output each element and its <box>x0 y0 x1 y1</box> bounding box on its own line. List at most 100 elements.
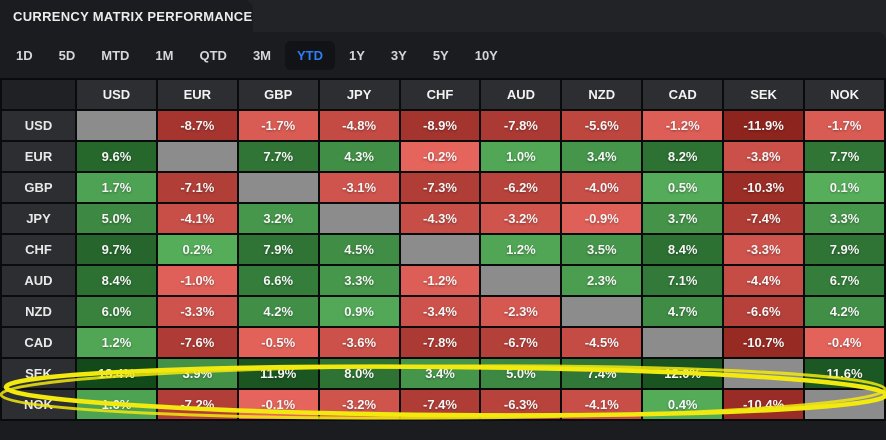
cell-nzd-jpy: 0.9% <box>317 295 401 328</box>
cell-aud-cad: 7.1% <box>641 264 725 297</box>
cell-gbp-jpy: -3.1% <box>317 171 401 204</box>
col-header-aud: AUD <box>479 78 563 111</box>
cell-gbp-sek: -10.3% <box>722 171 806 204</box>
cell-chf-cad: 8.4% <box>641 233 725 266</box>
row-header-chf: CHF <box>0 233 77 266</box>
cell-eur-gbp: 7.7% <box>236 140 320 173</box>
cell-aud-usd: 8.4% <box>75 264 158 297</box>
cell-nzd-chf: -3.4% <box>398 295 482 328</box>
tab-1y[interactable]: 1Y <box>349 47 365 63</box>
cell-nok-aud: -6.3% <box>479 388 563 421</box>
col-header-chf: CHF <box>398 78 482 111</box>
cell-aud-aud <box>479 264 563 297</box>
tab-5d[interactable]: 5D <box>58 47 76 63</box>
matrix-row-jpy: JPY 5.0% -4.1% 3.2% -4.3% -3.2% -0.9% 3.7% -7.4%… <box>0 202 886 235</box>
cell-chf-nzd: 3.5% <box>560 233 644 266</box>
cell-gbp-gbp <box>236 171 320 204</box>
cell-aud-gbp: 6.6% <box>236 264 320 297</box>
matrix-row-eur: EUR 9.6% 7.7% 4.3% -0.2% 1.0% 3.4% 8.2% -3.8% 7.7… <box>0 140 886 173</box>
widget-title-tab: CURRENCY MATRIX PERFORMANCE <box>0 0 253 32</box>
cell-eur-aud: 1.0% <box>479 140 563 173</box>
cell-jpy-chf: -4.3% <box>398 202 482 235</box>
cell-jpy-usd: 5.0% <box>75 202 158 235</box>
cell-sek-aud: 5.0% <box>479 357 563 390</box>
tab-3y[interactable]: 3Y <box>390 47 407 63</box>
cell-eur-jpy: 4.3% <box>317 140 401 173</box>
cell-cad-jpy: -3.6% <box>317 326 401 359</box>
cell-nzd-sek: -6.6% <box>722 295 806 328</box>
matrix-row-nok: NOK 1.6% -7.2% -0.1% -3.2% -7.4% -6.3% -4.1% 0.4… <box>0 388 886 421</box>
matrix-row-chf: CHF 9.7% 0.2% 7.9% 4.5% 1.2% 3.5% 8.4% -3.3% 7.9% <box>0 233 886 266</box>
cell-jpy-cad: 3.7% <box>641 202 725 235</box>
cell-aud-chf: -1.2% <box>398 264 482 297</box>
tab-mtd[interactable]: MTD <box>101 47 130 63</box>
cell-nzd-aud: -2.3% <box>479 295 563 328</box>
cell-jpy-jpy <box>317 202 401 235</box>
row-header-eur: EUR <box>0 140 77 173</box>
cell-cad-nzd: -4.5% <box>560 326 644 359</box>
cell-chf-chf <box>398 233 482 266</box>
cell-nok-jpy: -3.2% <box>317 388 401 421</box>
cell-cad-eur: -7.6% <box>155 326 239 359</box>
matrix-header-row: USD EUR GBP JPY CHF AUD NZD CAD SEK NOK <box>0 78 886 111</box>
cell-eur-eur <box>155 140 239 173</box>
cell-chf-gbp: 7.9% <box>236 233 320 266</box>
cell-aud-sek: -4.4% <box>722 264 806 297</box>
cell-eur-nzd: 3.4% <box>560 140 644 173</box>
row-header-nok: NOK <box>0 388 77 421</box>
col-header-eur: EUR <box>155 78 239 111</box>
matrix-row-aud: AUD 8.4% -1.0% 6.6% 3.3% -1.2% 2.3% 7.1% -4.4% 6.… <box>0 264 886 297</box>
cell-chf-sek: -3.3% <box>722 233 806 266</box>
matrix-corner-cell <box>0 78 77 111</box>
cell-gbp-eur: -7.1% <box>155 171 239 204</box>
cell-cad-chf: -7.8% <box>398 326 482 359</box>
tab-1m[interactable]: 1M <box>155 47 174 63</box>
col-header-jpy: JPY <box>317 78 401 111</box>
tab-1d[interactable]: 1D <box>16 47 33 63</box>
cell-gbp-aud: -6.2% <box>479 171 563 204</box>
cell-cad-aud: -6.7% <box>479 326 563 359</box>
col-header-sek: SEK <box>722 78 806 111</box>
cell-gbp-nok: 0.1% <box>803 171 886 204</box>
cell-sek-usd: 13.4% <box>75 357 158 390</box>
cell-usd-cad: -1.2% <box>641 109 725 142</box>
cell-sek-nok: 11.6% <box>803 357 886 390</box>
col-header-usd: USD <box>75 78 158 111</box>
cell-jpy-aud: -3.2% <box>479 202 563 235</box>
tab-ytd[interactable]: YTD <box>285 40 335 70</box>
cell-gbp-usd: 1.7% <box>75 171 158 204</box>
cell-chf-aud: 1.2% <box>479 233 563 266</box>
matrix-row-cad: CAD 1.2% -7.6% -0.5% -3.6% -7.8% -6.7% -4.5% -10… <box>0 326 886 359</box>
tab-10y[interactable]: 10Y <box>474 47 498 63</box>
cell-chf-nok: 7.9% <box>803 233 886 266</box>
cell-sek-sek <box>722 357 806 390</box>
cell-usd-chf: -8.9% <box>398 109 482 142</box>
cell-gbp-nzd: -4.0% <box>560 171 644 204</box>
cell-nok-cad: 0.4% <box>641 388 725 421</box>
cell-eur-sek: -3.8% <box>722 140 806 173</box>
cell-cad-sek: -10.7% <box>722 326 806 359</box>
cell-nzd-usd: 6.0% <box>75 295 158 328</box>
cell-eur-usd: 9.6% <box>75 140 158 173</box>
tab-qtd[interactable]: QTD <box>199 47 227 63</box>
cell-nzd-eur: -3.3% <box>155 295 239 328</box>
tab-5y[interactable]: 5Y <box>432 47 449 63</box>
matrix-row-sek-highlighted: SEK 13.4% 3.9% 11.9% 8.0% 3.4% 5.0% 7.4% 12.0% 11… <box>0 357 886 390</box>
cell-jpy-nok: 3.3% <box>803 202 886 235</box>
cell-gbp-chf: -7.3% <box>398 171 482 204</box>
cell-nok-chf: -7.4% <box>398 388 482 421</box>
tab-3m[interactable]: 3M <box>252 47 271 63</box>
cell-aud-eur: -1.0% <box>155 264 239 297</box>
cell-cad-cad <box>641 326 725 359</box>
cell-cad-gbp: -0.5% <box>236 326 320 359</box>
matrix-row-nzd: NZD 6.0% -3.3% 4.2% 0.9% -3.4% -2.3% 4.7% -6.6% 4… <box>0 295 886 328</box>
cell-usd-nok: -1.7% <box>803 109 886 142</box>
cell-jpy-gbp: 3.2% <box>236 202 320 235</box>
col-header-nzd: NZD <box>560 78 644 111</box>
cell-eur-chf: -0.2% <box>398 140 482 173</box>
cell-aud-nzd: 2.3% <box>560 264 644 297</box>
cell-sek-jpy: 8.0% <box>317 357 401 390</box>
cell-gbp-cad: 0.5% <box>641 171 725 204</box>
cell-sek-gbp: 11.9% <box>236 357 320 390</box>
row-header-nzd: NZD <box>0 295 77 328</box>
